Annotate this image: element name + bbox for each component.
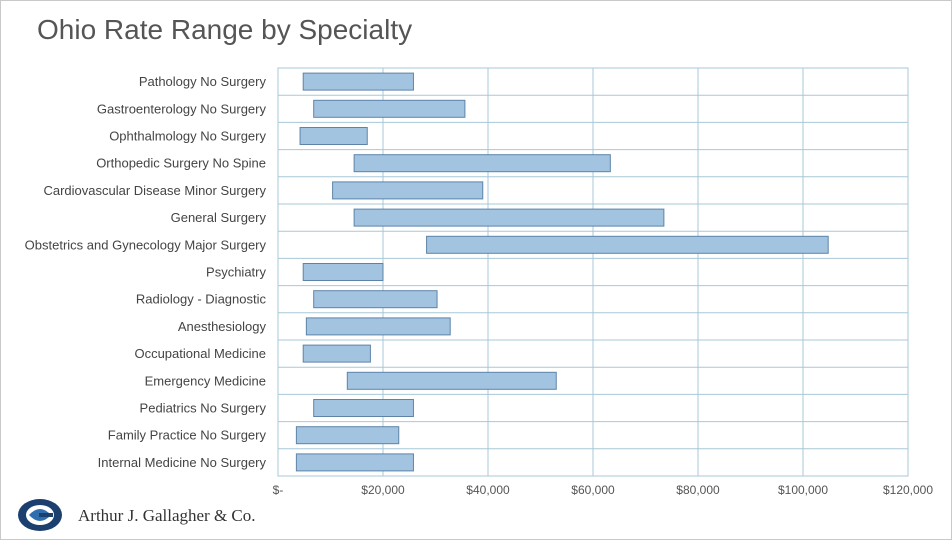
category-label: Radiology - Diagnostic xyxy=(136,292,267,307)
range-bar xyxy=(295,426,400,445)
range-bar xyxy=(332,181,484,200)
x-tick-label: $80,000 xyxy=(676,483,720,497)
x-tick-label: $40,000 xyxy=(466,483,510,497)
category-label: Psychiatry xyxy=(206,265,266,280)
category-label: Occupational Medicine xyxy=(134,346,266,361)
x-tick-label: $100,000 xyxy=(778,483,828,497)
range-bar xyxy=(313,290,438,309)
range-bar xyxy=(353,154,611,173)
range-bar xyxy=(313,399,414,417)
category-label: Pathology No Surgery xyxy=(139,74,267,89)
range-bar xyxy=(302,344,371,363)
category-label: Family Practice No Surgery xyxy=(108,428,267,443)
range-bar xyxy=(302,263,384,281)
gallagher-globe-icon xyxy=(18,499,62,531)
range-bar xyxy=(353,208,665,227)
category-label: Obstetrics and Gynecology Major Surgery xyxy=(25,237,267,252)
range-bar xyxy=(299,127,368,145)
x-tick-label: $20,000 xyxy=(361,483,405,497)
x-tick-label: $60,000 xyxy=(571,483,615,497)
range-bar xyxy=(426,235,829,254)
company-name: Arthur J. Gallagher & Co. xyxy=(78,506,256,525)
category-label: General Surgery xyxy=(171,210,267,225)
range-bar xyxy=(305,317,451,336)
category-label: Ophthalmology No Surgery xyxy=(109,129,266,144)
range-bar xyxy=(302,72,414,91)
range-bar xyxy=(295,453,414,472)
category-label: Pediatrics No Surgery xyxy=(140,401,267,416)
x-tick-label: $120,000 xyxy=(883,483,933,497)
category-label: Orthopedic Surgery No Spine xyxy=(96,156,266,171)
category-label: Internal Medicine No Surgery xyxy=(98,455,267,470)
range-bar xyxy=(313,99,466,118)
chart-title: Ohio Rate Range by Specialty xyxy=(37,14,413,45)
category-label: Anesthesiology xyxy=(178,319,267,334)
category-label: Cardiovascular Disease Minor Surgery xyxy=(43,183,266,198)
category-label: Gastroenterology No Surgery xyxy=(97,101,267,116)
x-tick-label: $- xyxy=(273,483,284,497)
category-label: Emergency Medicine xyxy=(145,373,266,388)
range-bar xyxy=(346,371,557,390)
